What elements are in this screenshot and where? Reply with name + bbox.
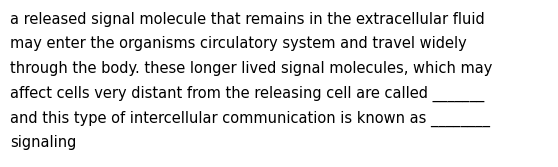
Text: through the body. these longer lived signal molecules, which may: through the body. these longer lived sig… — [10, 61, 492, 76]
Text: a released signal molecule that remains in the extracellular fluid: a released signal molecule that remains … — [10, 12, 485, 27]
Text: affect cells very distant from the releasing cell are called _______: affect cells very distant from the relea… — [10, 86, 484, 102]
Text: may enter the organisms circulatory system and travel widely: may enter the organisms circulatory syst… — [10, 36, 467, 51]
Text: signaling: signaling — [10, 135, 76, 150]
Text: and this type of intercellular communication is known as ________: and this type of intercellular communica… — [10, 111, 490, 127]
